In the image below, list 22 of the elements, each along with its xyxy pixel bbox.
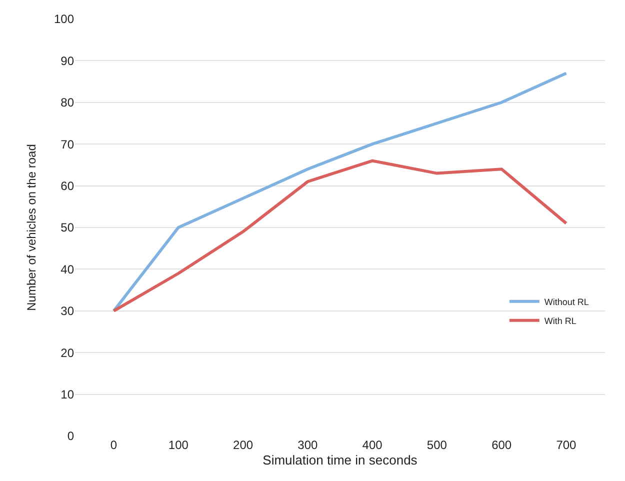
y-tick-label: 50: [60, 220, 74, 235]
y-tick-label: 60: [60, 179, 74, 193]
x-tick-label: 500: [426, 438, 448, 452]
y-tick-label: 100: [54, 12, 74, 26]
y-tick-label: 20: [60, 346, 74, 360]
y-tick-label: 70: [60, 137, 74, 152]
x-tick-label: 600: [492, 438, 512, 452]
x-tick-label: 300: [298, 438, 318, 452]
y-tick-label: 80: [60, 96, 74, 110]
y-axis-title: Number of vehicles on the road: [24, 144, 38, 311]
x-axis-title: Simulation time in seconds: [262, 452, 418, 468]
y-tick-label: 90: [60, 54, 74, 68]
x-tick-label: 100: [168, 438, 189, 452]
x-tick-label: 700: [556, 438, 577, 452]
y-tick-label: 10: [60, 388, 74, 402]
x-tick-label: 200: [233, 438, 254, 452]
y-tick-label: 30: [60, 304, 74, 318]
legend-label: Without RL: [544, 296, 589, 307]
y-tick-label: 40: [60, 262, 74, 276]
x-tick-label: 0: [110, 438, 118, 452]
legend-label: With RL: [544, 316, 576, 326]
x-tick-label: 400: [362, 438, 383, 452]
